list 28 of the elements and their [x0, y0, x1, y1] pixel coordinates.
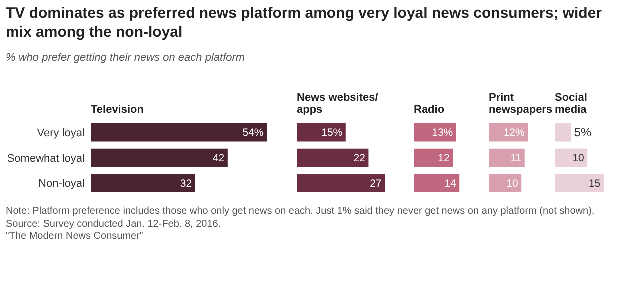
- source-note: Source: Survey conducted Jan. 12-Feb. 8, 2016.: [6, 218, 222, 230]
- chart-title: Social media: [555, 92, 588, 116]
- data-label: 10: [572, 153, 584, 164]
- data-label: 22: [354, 153, 366, 164]
- y-tick-label: Somewhat loyal: [7, 152, 85, 165]
- data-label: 42: [212, 153, 225, 164]
- data-label: 27: [370, 178, 382, 190]
- text: % who prefer getting their news on each platform: [6, 52, 246, 64]
- data-label: 14: [444, 178, 457, 190]
- data-label: 12: [438, 153, 450, 164]
- data-label: 10: [506, 178, 518, 190]
- data-label: 32: [180, 178, 192, 190]
- text: Note: Platform preference includes those who only get news on each. Just 1% said they never get news on any platform (not shown).: [6, 206, 595, 217]
- data-label: 5%: [574, 126, 592, 140]
- chart-title: Television: [91, 104, 145, 116]
- data-label: 54%: [242, 128, 264, 140]
- text: “The Modern News Consumer”: [6, 231, 144, 242]
- text: TV dominates as preferred news platform among very loyal news consumers; wider mix among the non-loyal: [6, 4, 604, 42]
- data-label: 15%: [322, 128, 343, 140]
- chart-title: Radio: [414, 104, 446, 116]
- data-label: 11: [510, 153, 522, 164]
- data-label: 15: [588, 178, 601, 190]
- data-label: 12%: [504, 128, 525, 140]
- chart-title: Print newspapers: [489, 92, 553, 116]
- y-tick-label: Very loyal: [37, 128, 85, 140]
- data-label: 13%: [432, 128, 454, 140]
- y-tick-label: Non-loyal: [38, 178, 85, 190]
- chart-title: News websites/ apps: [297, 92, 380, 116]
